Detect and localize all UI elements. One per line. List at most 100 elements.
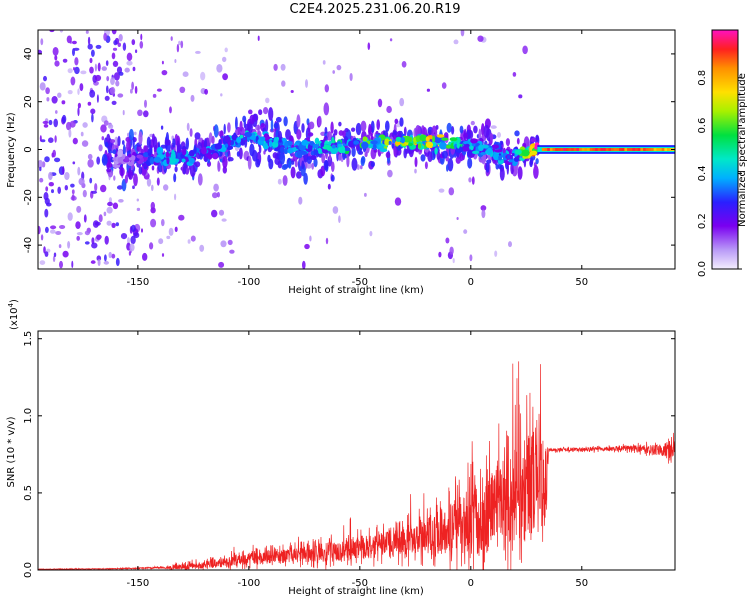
ridge-blob — [117, 149, 123, 158]
noise-speckle — [445, 237, 450, 244]
x-tick-label: 50 — [575, 578, 588, 589]
streak-blob — [393, 130, 398, 136]
streak-blob — [330, 121, 334, 134]
streak-blob — [227, 122, 231, 133]
ridge-blob — [378, 144, 384, 149]
noise-speckle — [49, 30, 55, 33]
noise-speckle — [98, 144, 103, 152]
noise-speckle — [204, 88, 209, 95]
ridge-blob — [379, 148, 388, 153]
noise-speckle — [76, 235, 80, 241]
streak-blob — [143, 145, 147, 153]
streak-blob — [323, 159, 329, 171]
noise-speckle — [82, 122, 88, 128]
noise-speckle — [103, 120, 109, 126]
noise-speckle — [108, 197, 112, 203]
noise-speckle — [364, 192, 367, 197]
noise-speckle — [74, 66, 80, 75]
noise-speckle — [75, 221, 81, 230]
noise-speckle — [174, 226, 178, 232]
streak-blob — [360, 120, 367, 132]
noise-speckle — [480, 205, 487, 211]
noise-speckle — [349, 73, 353, 81]
ridge-blob — [156, 146, 164, 155]
snr-frame — [37, 330, 676, 571]
noise-speckle — [39, 260, 46, 265]
noise-speckle — [367, 42, 371, 50]
noise-speckle — [399, 97, 405, 107]
stable-band-core — [621, 148, 625, 151]
ridge-blob — [384, 138, 390, 146]
ridge-blob — [300, 150, 308, 155]
streak-blob — [117, 135, 121, 147]
ridge-blob — [301, 139, 309, 146]
ridge-blob — [498, 155, 503, 161]
streak-blob — [358, 150, 364, 155]
noise-speckle — [227, 239, 233, 246]
noise-speckle — [111, 100, 117, 105]
streak-blob — [268, 107, 274, 121]
noise-speckle — [150, 201, 155, 210]
noise-speckle — [43, 246, 46, 254]
ridge-blob — [467, 149, 473, 156]
ridge-blob — [239, 134, 244, 139]
noise-speckle — [304, 243, 310, 250]
streak-blob — [394, 118, 399, 125]
streak-blob — [441, 150, 448, 159]
noise-speckle — [116, 66, 123, 74]
noise-speckle — [107, 201, 113, 207]
noise-speckle — [211, 209, 218, 218]
stable-band-core — [547, 148, 551, 151]
stable-band-core — [648, 148, 652, 151]
streak-blob — [338, 153, 342, 161]
noise-speckle — [195, 50, 201, 54]
noise-speckle — [57, 186, 61, 194]
noise-speckle — [67, 241, 71, 249]
streak-blob — [222, 155, 228, 169]
colorbar-tick-label: 0.6 — [697, 118, 708, 134]
noise-speckle — [424, 161, 428, 170]
ridge-blob — [431, 135, 436, 143]
ridge-blob — [480, 144, 489, 149]
ridge-blob — [439, 142, 448, 150]
noise-speckle — [438, 251, 442, 258]
noise-speckle — [113, 72, 120, 81]
ridge-blob — [464, 143, 470, 148]
noise-speckle — [468, 177, 472, 183]
noise-speckle — [109, 128, 115, 134]
noise-speckle — [222, 56, 227, 63]
ridge-blob — [434, 147, 438, 155]
noise-speckle — [100, 184, 107, 193]
streak-blob — [327, 183, 331, 190]
noise-speckle — [112, 60, 119, 67]
streak-blob — [291, 160, 295, 165]
noise-speckle — [80, 70, 87, 75]
ridge-blob — [208, 155, 212, 160]
stable-band-core — [624, 148, 628, 151]
noise-speckle — [130, 235, 136, 245]
snr-line — [38, 361, 675, 570]
streak-blob — [517, 166, 523, 180]
ridge-blob — [337, 143, 342, 148]
streak-blob — [391, 143, 395, 149]
noise-speckle — [324, 84, 329, 93]
noise-speckle — [95, 44, 102, 49]
noise-speckle — [54, 135, 57, 143]
stable-band-core — [640, 148, 644, 151]
streak-blob — [112, 149, 117, 155]
x-tick-label: -150 — [127, 578, 150, 589]
noise-speckle — [494, 250, 498, 257]
noise-speckle — [45, 87, 50, 95]
streak-blob — [267, 154, 271, 163]
ridge-blob — [193, 146, 197, 154]
noise-speckle — [111, 253, 116, 259]
noise-speckle — [216, 191, 220, 198]
stable-band-core — [555, 148, 559, 151]
streak-blob — [211, 135, 215, 145]
streak-blob — [317, 115, 322, 127]
streak-blob — [283, 116, 288, 127]
streak-blob — [301, 160, 305, 169]
streak-blob — [290, 166, 296, 179]
streak-blob — [296, 114, 301, 128]
streak-blob — [364, 151, 368, 158]
